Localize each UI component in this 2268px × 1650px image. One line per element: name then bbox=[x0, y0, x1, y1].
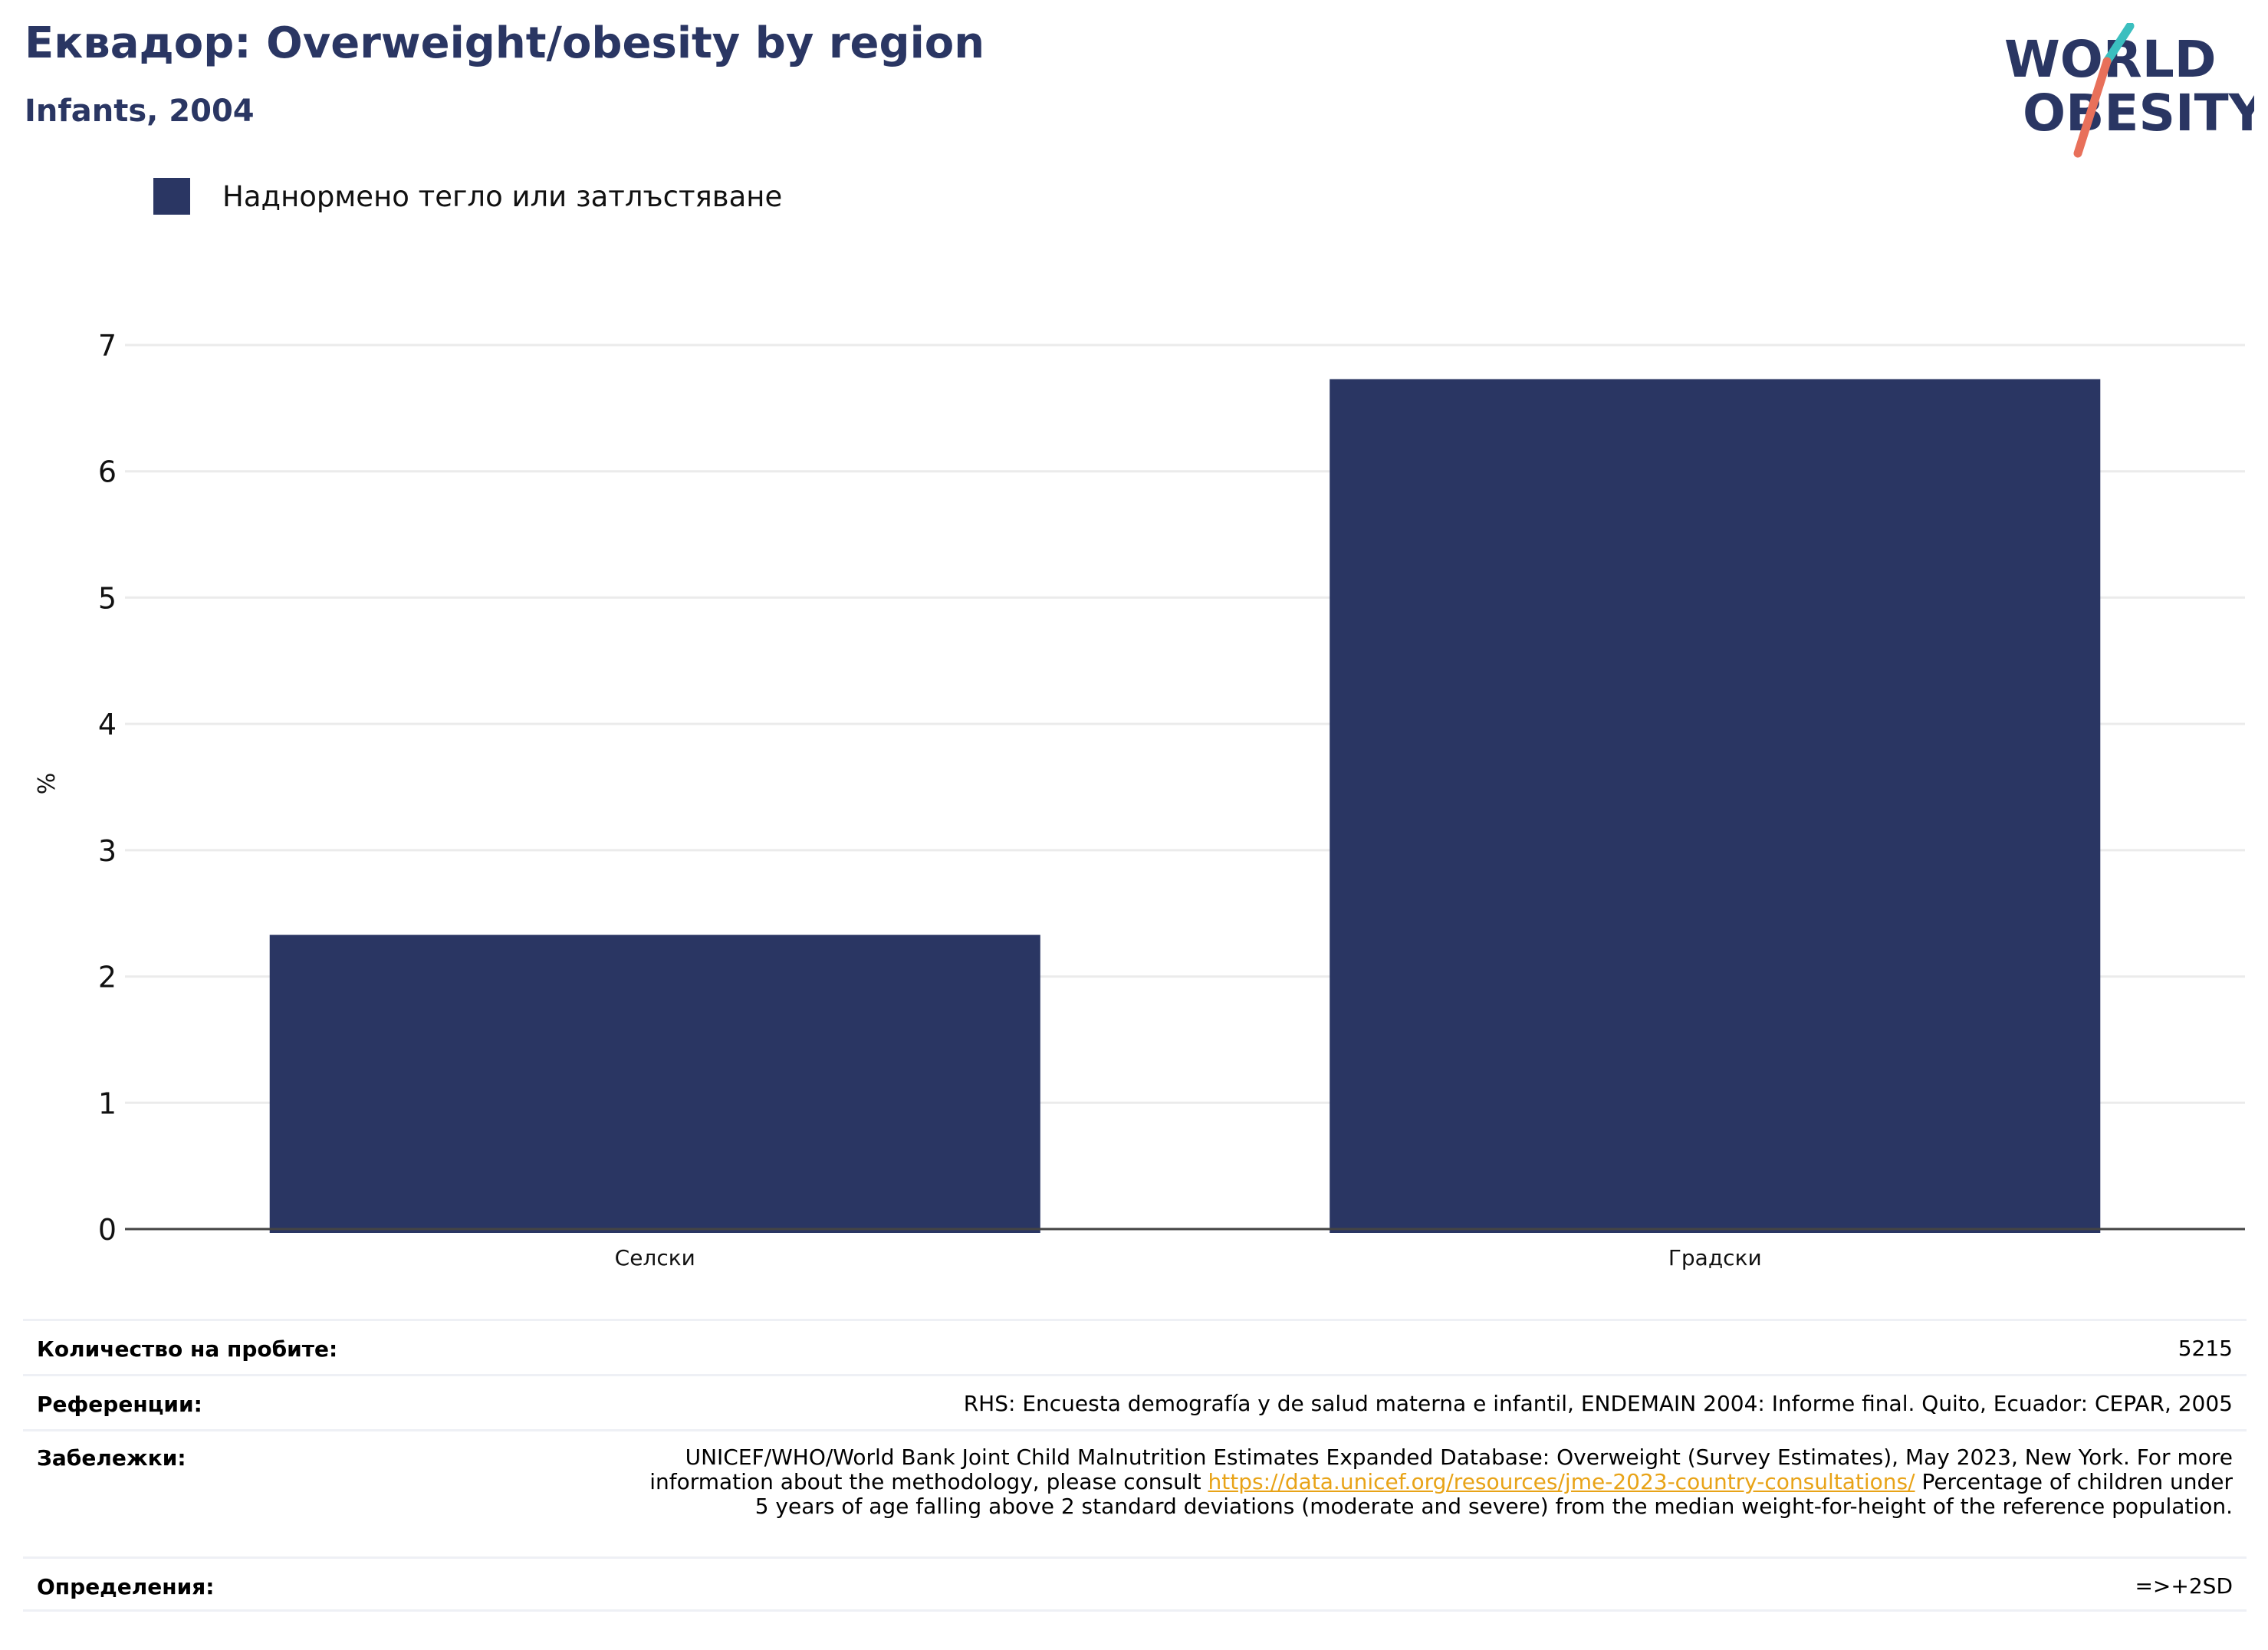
footer-row-references: Референции: RHS: Encuesta demografía y d… bbox=[23, 1374, 2247, 1429]
definitions-value: =>+2SD bbox=[2135, 1573, 2233, 1599]
page-title: Еквадор: Overweight/obesity by region bbox=[25, 18, 985, 68]
logo-line2: OBESITY bbox=[2023, 84, 2254, 143]
y-tick-label: 5 bbox=[98, 581, 117, 615]
y-axis-label: % bbox=[34, 773, 61, 795]
legend-label: Наднормено тегло или затлъстяване bbox=[222, 179, 783, 213]
bar bbox=[269, 935, 1040, 1233]
logo-slash-teal bbox=[2102, 23, 2135, 66]
chart-legend[interactable]: Наднормено тегло или затлъстяване bbox=[153, 176, 782, 216]
notes-link[interactable]: https://data.unicef.org/resources/jme-20… bbox=[1208, 1469, 1915, 1494]
definitions-label: Определения: bbox=[37, 1574, 215, 1599]
footer-row-definitions: Определения: =>+2SD bbox=[23, 1556, 2247, 1612]
bar-chart: 0 1 2 3 4 5 6 7 Селски Градски% bbox=[34, 329, 2245, 1270]
y-tick-label: 6 bbox=[98, 455, 117, 489]
y-tick-label: 2 bbox=[98, 961, 117, 994]
world-obesity-logo: WORLD OBESITY bbox=[2004, 23, 2254, 158]
footer-row-sample: Количество на пробите: 5215 bbox=[23, 1319, 2247, 1374]
x-tick-label: Селски bbox=[615, 1245, 695, 1270]
sample-size-label: Количество на пробите: bbox=[37, 1336, 338, 1362]
y-tick-label: 0 bbox=[98, 1213, 117, 1247]
chart-footer: Количество на пробите: 5215 Референции: … bbox=[23, 1319, 2247, 1612]
y-tick-label: 1 bbox=[98, 1086, 117, 1120]
y-tick-label: 7 bbox=[98, 329, 117, 363]
references-value: RHS: Encuesta demografía y de salud mate… bbox=[963, 1391, 2233, 1416]
notes-text-1: UNICEF/WHO/World Bank Joint Child Malnut… bbox=[649, 1445, 2233, 1494]
bar bbox=[1330, 379, 2101, 1233]
logo-slash-coral bbox=[2073, 57, 2112, 158]
footer-row-notes: Забележки: UNICEF/WHO/World Bank Joint C… bbox=[23, 1429, 2247, 1556]
notes-label: Забележки: bbox=[37, 1445, 186, 1471]
legend-swatch bbox=[153, 178, 190, 215]
notes-text-2: Percentage of children under 5 years of … bbox=[754, 1469, 2233, 1519]
y-tick-label: 3 bbox=[98, 834, 117, 868]
sample-size-value: 5215 bbox=[2178, 1336, 2233, 1361]
notes-value: UNICEF/WHO/World Bank Joint Child Malnut… bbox=[630, 1445, 2233, 1519]
y-tick-label: 4 bbox=[98, 708, 117, 741]
x-tick-label: Градски bbox=[1668, 1245, 1762, 1270]
references-label: Референции: bbox=[37, 1392, 202, 1417]
page-subtitle: Infants, 2004 bbox=[25, 94, 255, 129]
